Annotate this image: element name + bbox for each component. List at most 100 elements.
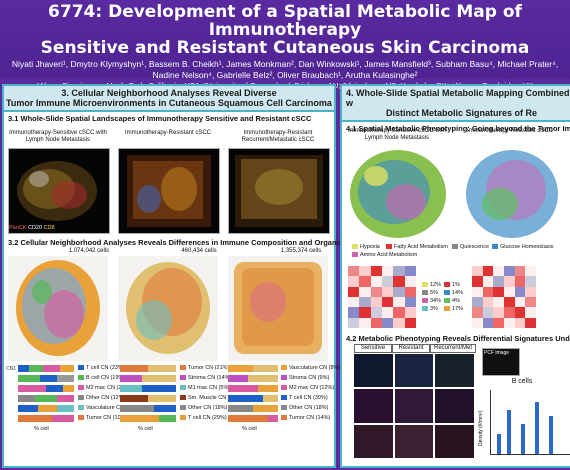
legend-3-text: Stroma CN (9%) xyxy=(289,375,330,381)
title-line-2: Sensitive and Resistant Cutaneous Skin C… xyxy=(40,38,530,58)
legend-3-item: Vasculature CN (8%) xyxy=(281,365,340,371)
legend-1-item: M2 mac CN (24%) xyxy=(78,385,131,391)
pct-text: 4% xyxy=(452,298,460,304)
legend-3-text: Other CN (18%) xyxy=(289,405,329,411)
poster-title: 6774: Development of a Spatial Metabolic… xyxy=(0,0,570,57)
bcells-bar xyxy=(521,424,525,454)
cn-bar xyxy=(228,405,278,412)
section-3-title-line-1: 3. Cellular Neighborhood Analyses Reveal… xyxy=(61,88,277,98)
cn-bar xyxy=(18,385,74,392)
neighborhood-map-recurrent xyxy=(228,256,328,361)
fluorescence-image-sensitive xyxy=(8,148,110,234)
legend-2-item: Sm. Muscle CN (12%) xyxy=(180,395,242,401)
pcf-image-label: PCF image xyxy=(484,350,510,356)
authors-line-1: Niyati Jhaveri¹, Dmytro Klymyshyn¹, Bass… xyxy=(11,59,559,69)
cn-bar xyxy=(18,395,74,402)
legend-1-item: Other CN (12%) xyxy=(78,395,125,401)
metab-legend-item: Fatty Acid Metabolism xyxy=(386,244,448,250)
bcells-title: B cells xyxy=(511,378,533,385)
cn-bar xyxy=(120,385,176,392)
neighborhood-map-resistant-art xyxy=(126,262,210,354)
metab-legend-text: Hypoxia xyxy=(360,244,380,250)
legend-3-item: T cell CN (39%) xyxy=(281,395,328,401)
marker-cd20: CD20 xyxy=(27,225,43,231)
section-3-panel: 3. Cellular Neighborhood Analyses Reveal… xyxy=(2,84,360,468)
neighborhood-map-sensitive xyxy=(8,256,108,361)
legend-1-text: T cell CN (23%) xyxy=(86,365,125,371)
pct-item: 12% xyxy=(422,282,441,288)
cell-count-2: 460,434 cells xyxy=(181,248,217,254)
cn-bar xyxy=(228,365,278,372)
image-1-label: Immunotherapy-Sensitive cSCC with Lymph … xyxy=(6,130,110,144)
heatmap-sensitive xyxy=(348,266,416,328)
cn-bar xyxy=(18,375,74,382)
bcells-plot-area xyxy=(490,390,570,455)
legend-2-text: T cell CN (29%) xyxy=(188,415,227,421)
cell-count-3: 1,355,374 cells xyxy=(280,248,322,254)
pct-item: 4% xyxy=(444,298,460,304)
pct-item: 34% xyxy=(422,298,441,304)
cn-bar xyxy=(120,395,176,402)
legend-1-text: Tumor CN (10%) xyxy=(86,415,128,421)
pct-item: 17% xyxy=(444,306,463,312)
image-1-label-line-1: Immunotherapy-Sensitive cSCC with xyxy=(9,130,107,136)
bcells-bar xyxy=(549,416,553,454)
metabolic-map-sensitive-art xyxy=(350,150,446,238)
pct-text: 17% xyxy=(452,306,464,312)
metabolic-image-grid xyxy=(354,354,474,458)
legend-3-item: M2 mac CN (12%) xyxy=(281,385,334,391)
pct-text: 14% xyxy=(452,290,464,296)
marker-panck: PanCK xyxy=(9,225,27,231)
fluorescence-image-recurrent-art xyxy=(235,155,323,227)
legend-1-item: Tumor CN (10%) xyxy=(78,415,127,421)
pct-text: 5% xyxy=(430,290,438,296)
metabolic-map-sensitive xyxy=(346,146,450,242)
fluorescence-image-recurrent xyxy=(228,148,330,234)
legend-3-item: Tumor CN (14%) xyxy=(281,415,330,421)
image-2-label: Immunotherapy-Resistant cSCC xyxy=(124,130,212,136)
pcf-image: PCF image xyxy=(482,348,520,376)
neighborhood-map-resistant xyxy=(118,256,218,361)
metab-legend-item: Glucose Homeostasis xyxy=(492,244,554,250)
image-3-label-line-2: Recurrent/Metastatic cSCC xyxy=(241,137,315,143)
legend-1-text: Vasculature CN (14%) xyxy=(86,405,141,411)
legend-3-item: Stroma CN (9%) xyxy=(281,375,329,381)
fluorescence-image-sensitive-art xyxy=(17,161,97,221)
title-line-1: 6774: Development of a Spatial Metabolic… xyxy=(48,2,522,40)
section-4-title-line-1: 4. Whole-Slide Spatial Metabolic Mapping… xyxy=(346,88,570,108)
metab-legend-item: Amino Acid Metabolism xyxy=(352,252,417,258)
cn-bar xyxy=(18,415,74,422)
subsection-3-2-title: 3.2 Cellular Neighborhood Analyses Revea… xyxy=(8,238,361,247)
authors: Niyati Jhaveri¹, Dmytro Klymyshyn¹, Bass… xyxy=(0,59,570,81)
legend-3-text: T cell CN (39%) xyxy=(289,395,328,401)
legend-1-text: B cell CN (19%) xyxy=(86,375,126,381)
metabolic-map-resistant-art xyxy=(466,150,558,238)
image-1-label-line-2: Lymph Node Metastasis xyxy=(25,137,91,143)
legend-1-text: M2 mac CN (24%) xyxy=(86,385,132,391)
image-3-label-line-1: Immunotherapy-Resistant xyxy=(243,130,313,136)
image-3-label: Immunotherapy-Resistant Recurrent/Metast… xyxy=(226,130,330,144)
legend-2-item: Stroma CN (14%) xyxy=(180,375,231,381)
cn-bar xyxy=(120,375,176,382)
legend-2-text: M1 mac CN (5%) xyxy=(188,385,231,391)
subsection-4-1-title: 4.1 Spatial Metabolic Phenotyping: Going… xyxy=(346,124,570,133)
legend-3-text: M2 mac CN (12%) xyxy=(289,385,335,391)
bcells-bar xyxy=(507,410,511,454)
axis-label-3: % cell xyxy=(242,426,257,432)
legend-2-text: Sm. Muscle CN (12%) xyxy=(188,395,243,401)
pct-item: 1% xyxy=(444,282,460,288)
metab-legend-item: Quiescence xyxy=(452,244,489,250)
legend-2-text: Stroma CN (14%) xyxy=(188,375,232,381)
section-4-title: 4. Whole-Slide Spatial Metabolic Mapping… xyxy=(342,86,570,122)
pct-item: 3% xyxy=(422,306,438,312)
s4-image-2-label: Immunotherapy-Resistant cSCC xyxy=(466,128,554,134)
legend-1-item: B cell CN (19%) xyxy=(78,375,125,381)
cn-bar xyxy=(228,375,278,382)
section-3-title-line-2: Tumor Immune Microenvironments in Cutane… xyxy=(6,98,332,108)
pct-text: 3% xyxy=(430,306,438,312)
legend-3-item: Other CN (18%) xyxy=(281,405,328,411)
s4-image-1-label: Immunotherapy-Sensitive cSCC with Lymph … xyxy=(342,128,452,142)
legend-1-text: Other CN (12%) xyxy=(86,395,126,401)
legend-3-text: Vasculature CN (8%) xyxy=(289,365,341,371)
cn-bar xyxy=(18,405,74,412)
